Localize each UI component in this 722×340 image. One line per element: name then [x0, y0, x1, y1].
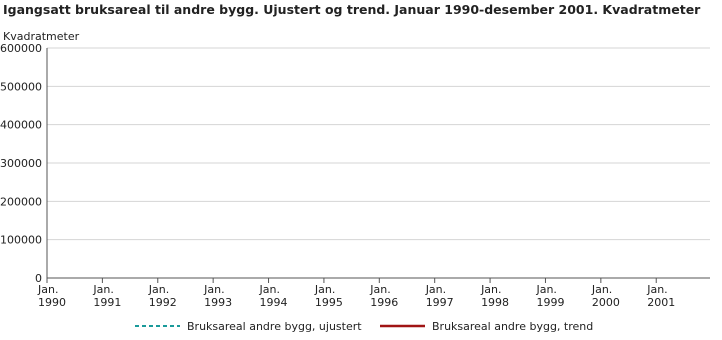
x-tick-label: Jan. 1991 — [92, 283, 121, 309]
x-tick-label: Jan. 1998 — [480, 283, 509, 309]
y-tick-label: 500000 — [0, 80, 42, 93]
y-tick-label: 0 — [35, 272, 42, 285]
y-axis-label: Kvadratmeter — [3, 30, 80, 43]
y-tick-label: 100000 — [0, 234, 42, 247]
x-tick-label: Jan. 1994 — [259, 283, 288, 309]
x-tick-label: Jan. 2001 — [646, 283, 675, 309]
y-tick-label: 200000 — [0, 195, 42, 208]
x-tick-label: Jan. 1992 — [148, 283, 177, 309]
x-tick-label: Jan. 1999 — [535, 283, 564, 309]
y-tick-label: 400000 — [0, 119, 42, 132]
legend-label: Bruksareal andre bygg, ujustert — [187, 320, 362, 333]
x-tick-label: Jan. 2000 — [591, 283, 620, 309]
x-tick-label: Jan. 1993 — [203, 283, 232, 309]
chart-title: Igangsatt bruksareal til andre bygg. Uju… — [3, 2, 701, 17]
legend-label: Bruksareal andre bygg, trend — [432, 320, 593, 333]
y-tick-label: 600000 — [0, 42, 42, 55]
y-tick-label: 300000 — [0, 157, 42, 170]
x-tick-label: Jan. 1996 — [369, 283, 398, 309]
x-tick-label: Jan. 1997 — [425, 283, 454, 309]
x-tick-label: Jan. 1995 — [314, 283, 343, 309]
x-tick-label: Jan. 1990 — [37, 283, 66, 309]
